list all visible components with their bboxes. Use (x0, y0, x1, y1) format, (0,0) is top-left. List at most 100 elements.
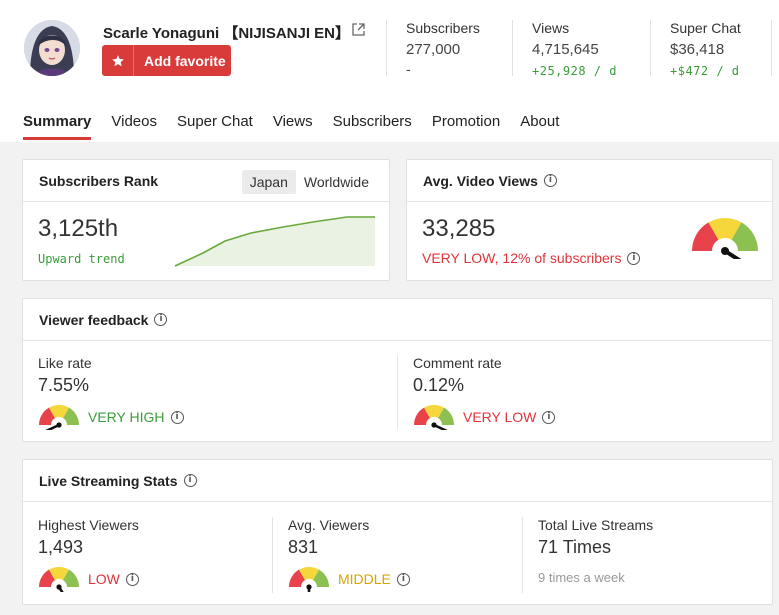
divider (522, 517, 523, 593)
channel-name: Scarle Yonaguni 【NIJISANJI EN】 (103, 25, 351, 42)
comment-rate-value: 0.12% (413, 375, 465, 395)
toggle-japan[interactable]: Japan (241, 170, 296, 194)
gauge-icon (289, 567, 329, 592)
subscribers-delta: - (406, 61, 411, 77)
superchat-label: Super Chat (670, 20, 741, 36)
divider (397, 355, 398, 429)
divider (512, 20, 513, 76)
toggle-worldwide[interactable]: Worldwide (303, 174, 369, 190)
add-favorite-button[interactable]: Add favorite (102, 45, 231, 76)
views-value: 4,715,645 (532, 41, 599, 58)
card-header: Viewer feedback i (23, 299, 772, 341)
views-label: Views (532, 20, 570, 36)
external-link-icon[interactable] (351, 22, 366, 37)
superchat-delta: +$472 / d (670, 64, 740, 78)
gauge-segment (424, 405, 444, 419)
info-icon[interactable]: i (627, 251, 641, 265)
region-toggle: Japan Worldwide (241, 170, 377, 194)
highest-viewers-value: 1,493 (38, 537, 84, 557)
avg-video-views-card: Avg. Video Views i 33,285 VERY LOW, 12% … (406, 159, 773, 281)
gauge-hub (721, 247, 729, 255)
gauge-hub (431, 422, 437, 428)
gauge-segment (39, 407, 55, 425)
tab-bar: Summary Videos Super Chat Views Subscrib… (23, 113, 579, 140)
gauge-segment (49, 567, 69, 581)
like-rate-value: 7.55% (38, 375, 90, 395)
card-title: Avg. Video Views (423, 172, 538, 189)
info-icon[interactable]: i (542, 410, 556, 424)
like-rate-status: VERY HIGH i (88, 409, 184, 425)
subscribers-label: Subscribers (406, 20, 480, 36)
live-streaming-stats-card: Live Streaming Stats i Highest Viewers 1… (22, 459, 773, 605)
highest-viewers-status-text: LOW (88, 571, 120, 587)
comment-rate-status-text: VERY LOW (463, 409, 537, 425)
gauge-hub (56, 584, 62, 590)
gauge-segment (49, 405, 69, 419)
gauge-segment (39, 569, 55, 587)
highest-viewers-label: Highest Viewers (38, 517, 139, 533)
gauge-hub (306, 584, 312, 590)
gauge-segment (63, 407, 79, 425)
tab-promotion[interactable]: Promotion (431, 113, 501, 130)
tab-summary[interactable]: Summary (23, 113, 92, 140)
gauge-segment (438, 407, 454, 425)
card-title: Subscribers Rank (39, 172, 159, 189)
comment-rate-label: Comment rate (413, 355, 502, 371)
gauge-hub (56, 422, 62, 428)
tab-about[interactable]: About (520, 113, 560, 130)
gauge-segment (289, 569, 305, 587)
subscribers-rank-card: Subscribers Rank Japan Worldwide 3,125th… (22, 159, 390, 281)
total-live-streams-value: 71 Times (538, 537, 612, 557)
avg-viewers-label: Avg. Viewers (288, 517, 370, 533)
star-icon (102, 45, 134, 76)
gauge-segment (299, 567, 319, 581)
card-header: Subscribers Rank (23, 160, 389, 202)
gauge-segment (692, 222, 719, 251)
divider (650, 20, 651, 76)
gauge-icon (414, 405, 454, 430)
info-icon[interactable]: i (125, 572, 139, 586)
gauge-icon (39, 567, 79, 592)
divider (386, 20, 387, 76)
tab-videos[interactable]: Videos (111, 113, 157, 130)
info-icon[interactable]: i (396, 572, 410, 586)
views-delta: +25,928 / d (532, 64, 617, 78)
rank-trend-sparkline (174, 216, 375, 267)
avatar-illustration-icon (24, 20, 80, 76)
superchat-stat: Super Chat $36,418 +$472 / d (670, 20, 741, 78)
card-header: Avg. Video Views i (407, 160, 772, 202)
streams-per-week: 9 times a week (538, 570, 625, 585)
total-live-streams-label: Total Live Streams (538, 517, 654, 533)
avg-views-value: 33,285 (422, 215, 496, 242)
tab-subscribers[interactable]: Subscribers (332, 113, 412, 130)
info-icon[interactable]: i (543, 174, 557, 187)
gauge-segment (731, 222, 758, 251)
subscribers-stat: Subscribers 277,000 - (406, 20, 480, 77)
tab-super-chat[interactable]: Super Chat (176, 113, 253, 130)
card-title: Live Streaming Stats (39, 472, 178, 489)
channel-header: Scarle Yonaguni 【NIJISANJI EN】 Add favor… (0, 0, 779, 142)
card-header: Live Streaming Stats i (23, 460, 772, 502)
info-icon[interactable]: i (170, 410, 184, 424)
tab-views[interactable]: Views (272, 113, 313, 130)
channel-avatar[interactable] (24, 20, 80, 76)
card-title: Viewer feedback (39, 311, 149, 328)
like-rate-status-text: VERY HIGH (88, 409, 165, 425)
gauge-icon (692, 218, 758, 259)
superchat-value: $36,418 (670, 41, 725, 58)
views-stat: Views 4,715,645 +25,928 / d (532, 20, 617, 78)
viewer-feedback-card: Viewer feedback i Like rate 7.55% VERY H… (22, 298, 773, 442)
avg-views-status-text: VERY LOW, 12% of subscribers (422, 250, 622, 266)
rank-trend: Upward trend (38, 252, 125, 266)
rank-value: 3,125th (38, 215, 119, 242)
info-icon[interactable]: i (183, 474, 197, 487)
subscribers-value: 277,000 (406, 41, 461, 58)
avg-viewers-status-text: MIDDLE (338, 571, 391, 587)
add-favorite-label: Add favorite (144, 52, 226, 69)
like-rate-label: Like rate (38, 355, 92, 371)
divider (771, 20, 772, 76)
gauge-icon (39, 405, 79, 430)
info-icon[interactable]: i (154, 313, 168, 326)
gauge-segment (708, 218, 742, 240)
avg-views-status: VERY LOW, 12% of subscribers i (422, 250, 641, 266)
